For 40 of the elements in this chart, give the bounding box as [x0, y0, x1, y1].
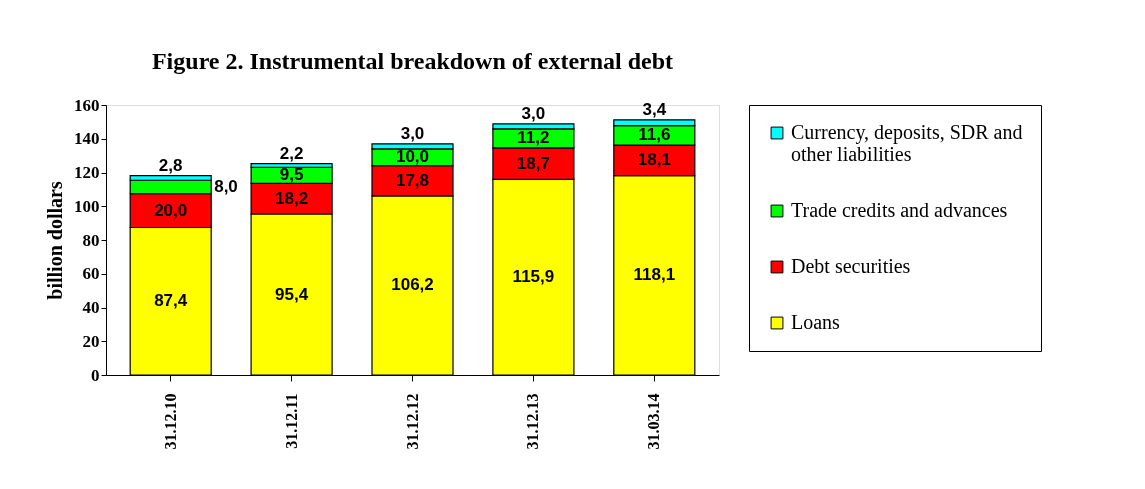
data-label: 2,8 [158, 155, 183, 175]
y-axis-title: billion dollars [44, 181, 66, 300]
data-label: 11,2 [517, 128, 550, 148]
y-tick-label: 60 [82, 264, 100, 284]
y-tick-label: 20 [82, 331, 100, 351]
data-label: 11,6 [638, 125, 671, 145]
data-label: 3,0 [521, 103, 546, 123]
data-label: 115,9 [512, 267, 555, 287]
data-label: 3,4 [642, 99, 667, 119]
data-label: 9,5 [279, 165, 304, 185]
x-tick-label: 31.12.13 [524, 393, 542, 450]
chart-title: Figure 2. Instrumental breakdown of external debt [151, 48, 674, 74]
x-tick-label: 31.12.10 [161, 393, 179, 450]
legend-label: Loans [791, 311, 841, 333]
data-label: 18,2 [275, 188, 309, 208]
y-tick-label: 160 [74, 95, 100, 115]
data-label: 95,4 [275, 284, 309, 304]
y-tick-label: 120 [74, 163, 100, 182]
data-label: 87,4 [154, 291, 188, 311]
data-label: 20,0 [154, 200, 188, 220]
data-label: 2,2 [279, 143, 304, 163]
x-tick-label: 31.03.14 [645, 393, 663, 450]
data-label: 106,2 [391, 275, 434, 295]
legend-label: Currency, deposits, SDR and other liabilities [791, 121, 1023, 165]
y-tick-label: 0 [91, 365, 100, 385]
y-tick-label: 40 [82, 298, 100, 317]
data-label: 18,7 [516, 153, 550, 173]
data-label: 3,0 [400, 123, 425, 143]
y-tick-label: 80 [82, 230, 100, 250]
data-label: 118,1 [633, 265, 676, 285]
legend-label: Trade credits and advances [791, 199, 1008, 221]
data-label: 18,1 [637, 150, 671, 170]
x-tick-label: 31.12.12 [403, 393, 421, 450]
y-tick-label: 140 [74, 129, 100, 149]
data-label: 10,0 [395, 147, 430, 167]
x-tick-label: 31.12.11 [282, 393, 300, 449]
y-tick-label: 100 [74, 196, 100, 216]
data-label: 17,8 [395, 170, 430, 190]
data-label: 8,0 [214, 177, 238, 197]
legend-label: Debt securities [791, 255, 911, 277]
